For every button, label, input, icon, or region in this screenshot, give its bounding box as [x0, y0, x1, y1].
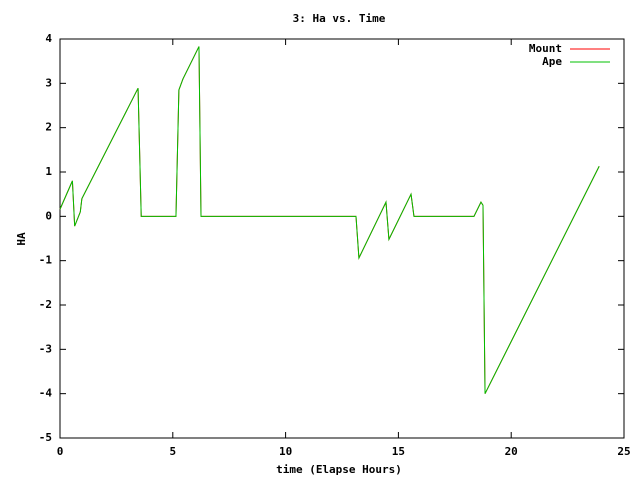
- chart-title: 3: Ha vs. Time: [293, 12, 386, 25]
- y-tick-label: -2: [39, 298, 52, 311]
- legend-label: Ape: [542, 55, 562, 68]
- legend-label: Mount: [529, 42, 562, 55]
- x-tick-label: 25: [617, 445, 630, 458]
- y-tick-label: -1: [39, 254, 53, 267]
- y-tick-label: 0: [45, 209, 52, 222]
- series-line: [59, 46, 600, 394]
- y-tick-label: 4: [45, 32, 52, 45]
- y-tick-label: -4: [39, 387, 53, 400]
- y-tick-label: -5: [39, 431, 52, 444]
- x-axis-label: time (Elapse Hours): [276, 463, 402, 476]
- y-tick-label: 1: [45, 165, 52, 178]
- plot-border: [59, 38, 625, 439]
- x-tick-label: 20: [505, 445, 518, 458]
- x-tick-label: 5: [169, 445, 176, 458]
- y-tick-label: -3: [39, 342, 52, 355]
- y-tick-label: 3: [45, 76, 52, 89]
- x-tick-label: 15: [392, 445, 405, 458]
- y-tick-label: 2: [45, 121, 52, 134]
- x-tick-label: 0: [57, 445, 64, 458]
- x-tick-label: 10: [279, 445, 292, 458]
- y-axis-label: HA: [15, 232, 28, 246]
